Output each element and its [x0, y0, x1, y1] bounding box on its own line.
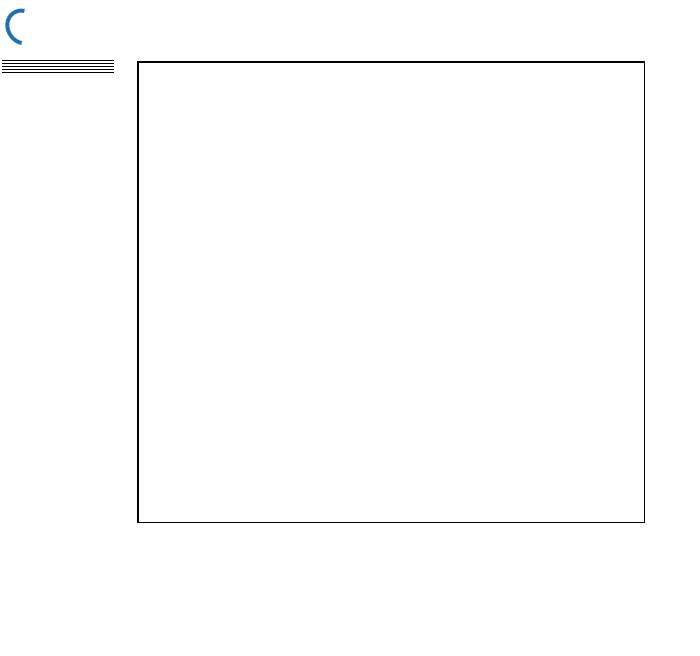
param-divider — [2, 66, 114, 67]
param-divider — [2, 69, 114, 70]
ionogram-plot[interactable] — [137, 61, 645, 523]
param-divider — [2, 63, 114, 64]
ionogram-echo-points — [137, 61, 645, 523]
auto-code — [2, 107, 114, 123]
auto-label — [2, 75, 114, 91]
auto-name — [2, 91, 114, 107]
lowell-digisonde-logo — [0, 1, 102, 53]
ionogram-parameter-panel — [2, 58, 114, 123]
param-divider — [2, 72, 114, 73]
param-divider — [2, 60, 114, 61]
logo-arc-icon — [0, 1, 48, 53]
station-header — [112, 18, 128, 103]
footer-info — [2, 558, 15, 656]
